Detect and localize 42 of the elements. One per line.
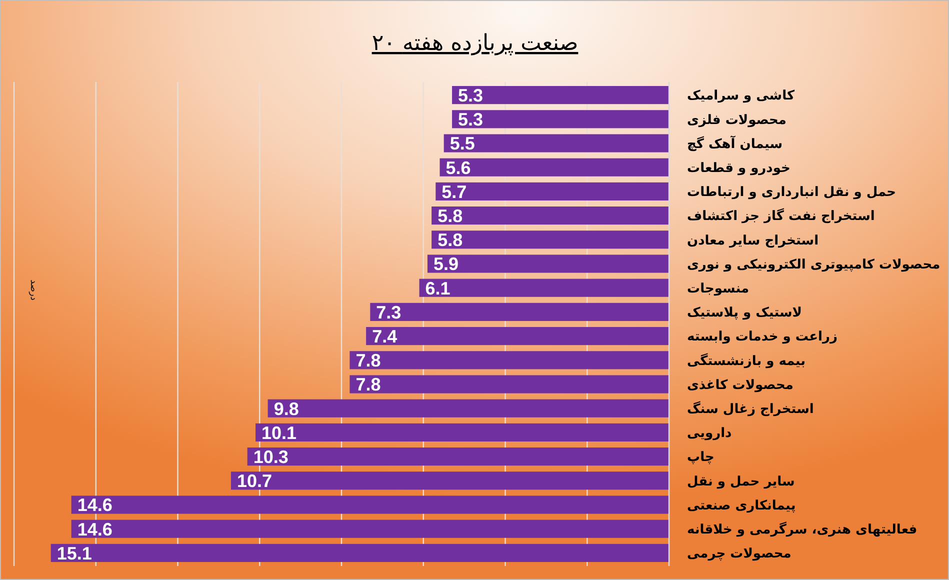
y-tick-label: محصولات کامپیوتری الکترونیکی و نوری bbox=[687, 257, 940, 272]
y-tick-label: محصولات کاغذی bbox=[687, 378, 794, 393]
data-label: 15.1 bbox=[56, 543, 92, 564]
y-tick-label: چاپ bbox=[687, 450, 714, 466]
y-tick-label: پیمانکاری صنعتی bbox=[687, 498, 796, 514]
data-label: 14.6 bbox=[77, 519, 112, 540]
data-label: 5.3 bbox=[458, 110, 484, 130]
y-tick-label: فعالیتهای هنری، سرگرمی و خلاقانه bbox=[687, 522, 918, 538]
chart-title: ۲۰ صنعت پربازده هفته bbox=[372, 31, 578, 56]
data-label: 5.9 bbox=[433, 254, 458, 274]
y-tick-label: سیمان آهک گچ bbox=[687, 134, 783, 152]
y-tick-label: استخراج سایر معادن bbox=[687, 233, 819, 248]
y-tick-label: بیمه و بازنشستگی bbox=[687, 352, 806, 369]
data-label: 5.8 bbox=[438, 206, 463, 226]
data-label: 5.6 bbox=[446, 158, 471, 178]
y-tick-label: سایر حمل و نقل bbox=[687, 474, 795, 490]
y-tick-label: خودرو و قطعات bbox=[687, 161, 790, 176]
y-tick-label: کاشی و سرامیک bbox=[687, 88, 795, 104]
data-label: 9.8 bbox=[274, 398, 299, 419]
data-label: 5.7 bbox=[442, 182, 467, 202]
y-tick-label: حمل و نقل انبارداری و ارتباطات bbox=[687, 185, 896, 200]
y-tick-label: محصولات چرمی bbox=[687, 546, 792, 562]
data-label: 5.5 bbox=[450, 134, 475, 154]
annotation: درصد bbox=[28, 280, 38, 300]
y-tick-label: استخراج نفت گاز جز اکتشاف bbox=[687, 208, 875, 224]
data-label: 10.1 bbox=[262, 422, 297, 443]
data-label: 7.8 bbox=[356, 374, 381, 395]
data-label: 7.3 bbox=[376, 302, 402, 322]
data-label: 7.8 bbox=[356, 350, 381, 371]
data-label: 10.7 bbox=[236, 471, 272, 492]
data-label: 10.3 bbox=[253, 447, 288, 468]
data-label: 7.4 bbox=[372, 326, 398, 347]
y-tick-label: منسوجات bbox=[687, 282, 750, 297]
y-tick-label: لاستیک و پلاستیک bbox=[687, 306, 802, 321]
data-label: 14.6 bbox=[77, 495, 112, 516]
data-label: 6.1 bbox=[425, 278, 450, 298]
y-tick-label: محصولات فلزی bbox=[687, 112, 786, 128]
y-tick-label: استخراج زغال سنگ bbox=[687, 401, 814, 418]
data-label: 5.8 bbox=[438, 230, 463, 250]
y-tick-label: دارویی bbox=[687, 426, 732, 442]
y-tick-label: زراعت و خدمات وابسته bbox=[687, 330, 838, 345]
data-label: 5.3 bbox=[458, 86, 484, 106]
